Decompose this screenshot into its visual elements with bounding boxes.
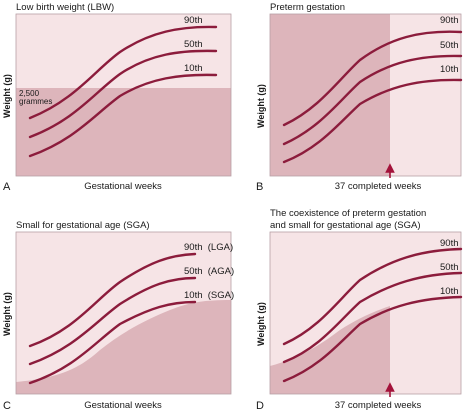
- curve-90th: [282, 247, 463, 346]
- label-50th: 50th: [184, 39, 203, 50]
- label-50th-aga: 50th (AGA): [184, 266, 234, 277]
- curve-50th: [282, 271, 463, 364]
- panel-b-title: Preterm gestation: [270, 2, 345, 13]
- label-90th-lga: 90th (LGA): [184, 242, 233, 253]
- curve-90th: [28, 25, 218, 120]
- panel-b-xlabel: 37 completed weeks: [335, 181, 422, 192]
- label-10th-sga: 10th (SGA): [184, 290, 234, 301]
- panel-d: The coexistence of preterm gestation and…: [256, 208, 463, 412]
- label-90th: 90th: [440, 238, 459, 249]
- panel-a: Low birth weight (LBW) 2,500 grammes 90t…: [2, 2, 232, 193]
- label-10th: 10th: [440, 64, 459, 75]
- threshold-label-unit: grammes: [19, 97, 52, 106]
- panel-d-xlabel: 37 completed weeks: [335, 400, 422, 411]
- panel-a-ylabel: Weight (g): [2, 74, 12, 118]
- panel-c-ylabel: Weight (g): [2, 292, 12, 336]
- panel-b-frame: [269, 13, 462, 177]
- panel-d-letter: D: [256, 400, 264, 412]
- curve-90th: [282, 30, 463, 127]
- panel-c: Small for gestational age (SGA) 90th (LG…: [2, 220, 234, 412]
- panel-a-title: Low birth weight (LBW): [16, 2, 114, 13]
- panel-c-letter: C: [3, 400, 11, 412]
- label-50th: 50th: [440, 262, 459, 273]
- panel-c-title: Small for gestational age (SGA): [16, 220, 150, 231]
- panel-c-xlabel: Gestational weeks: [84, 400, 162, 411]
- panel-a-letter: A: [3, 181, 11, 193]
- panel-a-xlabel: Gestational weeks: [84, 181, 162, 192]
- label-50th: 50th: [440, 40, 459, 51]
- threshold-label-value: 2,500: [19, 89, 40, 98]
- panel-d-title-line2: and small for gestational age (SGA): [270, 220, 421, 231]
- curve-50th: [28, 276, 197, 366]
- panel-c-frame: [15, 231, 232, 395]
- label-10th: 10th: [184, 63, 203, 74]
- label-90th: 90th: [440, 15, 459, 26]
- panel-b-letter: B: [256, 181, 263, 193]
- preterm-sga-shaded-region: [270, 306, 390, 394]
- curve-10th: [282, 78, 463, 164]
- lbw-shaded-region: [16, 88, 231, 176]
- sga-shaded-region: [16, 300, 231, 394]
- panel-a-frame: [15, 13, 232, 177]
- panel-d-frame: [269, 231, 462, 395]
- panel-d-title-line1: The coexistence of preterm gestation: [270, 208, 426, 219]
- label-90th: 90th: [184, 15, 203, 26]
- curve-90th: [28, 252, 197, 348]
- curve-10th: [28, 300, 197, 385]
- label-10th: 10th: [440, 286, 459, 297]
- panel-b-ylabel: Weight (g): [256, 84, 266, 128]
- panel-d-ylabel: Weight (g): [256, 302, 266, 346]
- panel-b: Preterm gestation 90th 50th 10th Weight …: [256, 2, 463, 193]
- preterm-shaded-region: [270, 14, 390, 176]
- curve-10th: [28, 73, 218, 158]
- curve-50th: [28, 49, 218, 139]
- curve-50th: [282, 54, 463, 146]
- curve-10th: [282, 295, 463, 383]
